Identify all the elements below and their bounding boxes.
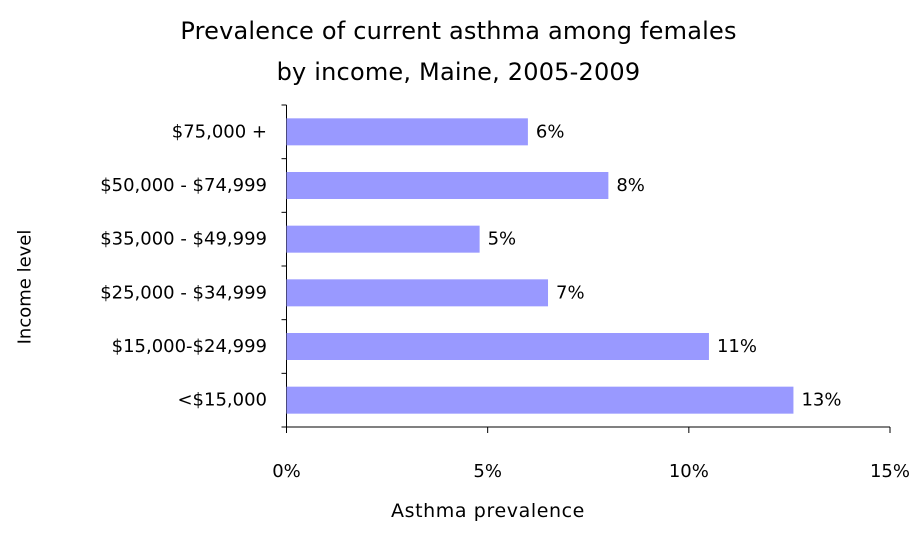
- bar: [286, 333, 709, 360]
- data-label: 13%: [801, 390, 841, 411]
- y-tick-label: <$15,000: [177, 390, 267, 411]
- y-tick-label: $25,000 - $34,999: [100, 282, 267, 303]
- y-tick-label: $15,000-$24,999: [112, 336, 267, 357]
- x-axis-title: Asthma prevalence: [391, 500, 585, 522]
- x-tick-label: 5%: [473, 461, 502, 482]
- bar: [286, 118, 528, 146]
- data-label: 7%: [556, 282, 585, 303]
- bar: [286, 172, 609, 199]
- bar: [286, 279, 549, 307]
- y-tick-label: $50,000 - $74,999: [100, 175, 267, 196]
- x-tick-label: 15%: [870, 461, 910, 482]
- chart-title-line-2: by income, Maine, 2005-2009: [276, 58, 641, 86]
- bar: [286, 225, 480, 253]
- bar: [286, 386, 794, 414]
- chart-title-line-1: Prevalence of current asthma among femal…: [180, 17, 737, 45]
- x-tick-label: 10%: [669, 461, 709, 482]
- data-label: 8%: [616, 175, 645, 196]
- data-label: 6%: [536, 121, 565, 142]
- y-tick-label: $35,000 - $49,999: [100, 229, 267, 250]
- y-axis-title: Income level: [14, 229, 36, 345]
- y-tick-label: $75,000 +: [172, 121, 267, 142]
- x-tick-label: 0%: [272, 461, 301, 482]
- data-label: 11%: [717, 336, 757, 357]
- data-label: 5%: [488, 229, 517, 250]
